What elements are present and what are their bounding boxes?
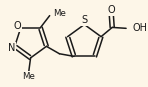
Text: O: O — [14, 21, 21, 31]
Text: O: O — [107, 5, 115, 15]
Text: OH: OH — [133, 23, 148, 33]
Text: N: N — [8, 43, 15, 53]
Text: Me: Me — [53, 9, 66, 18]
Text: Me: Me — [22, 72, 35, 81]
Text: S: S — [81, 15, 87, 25]
